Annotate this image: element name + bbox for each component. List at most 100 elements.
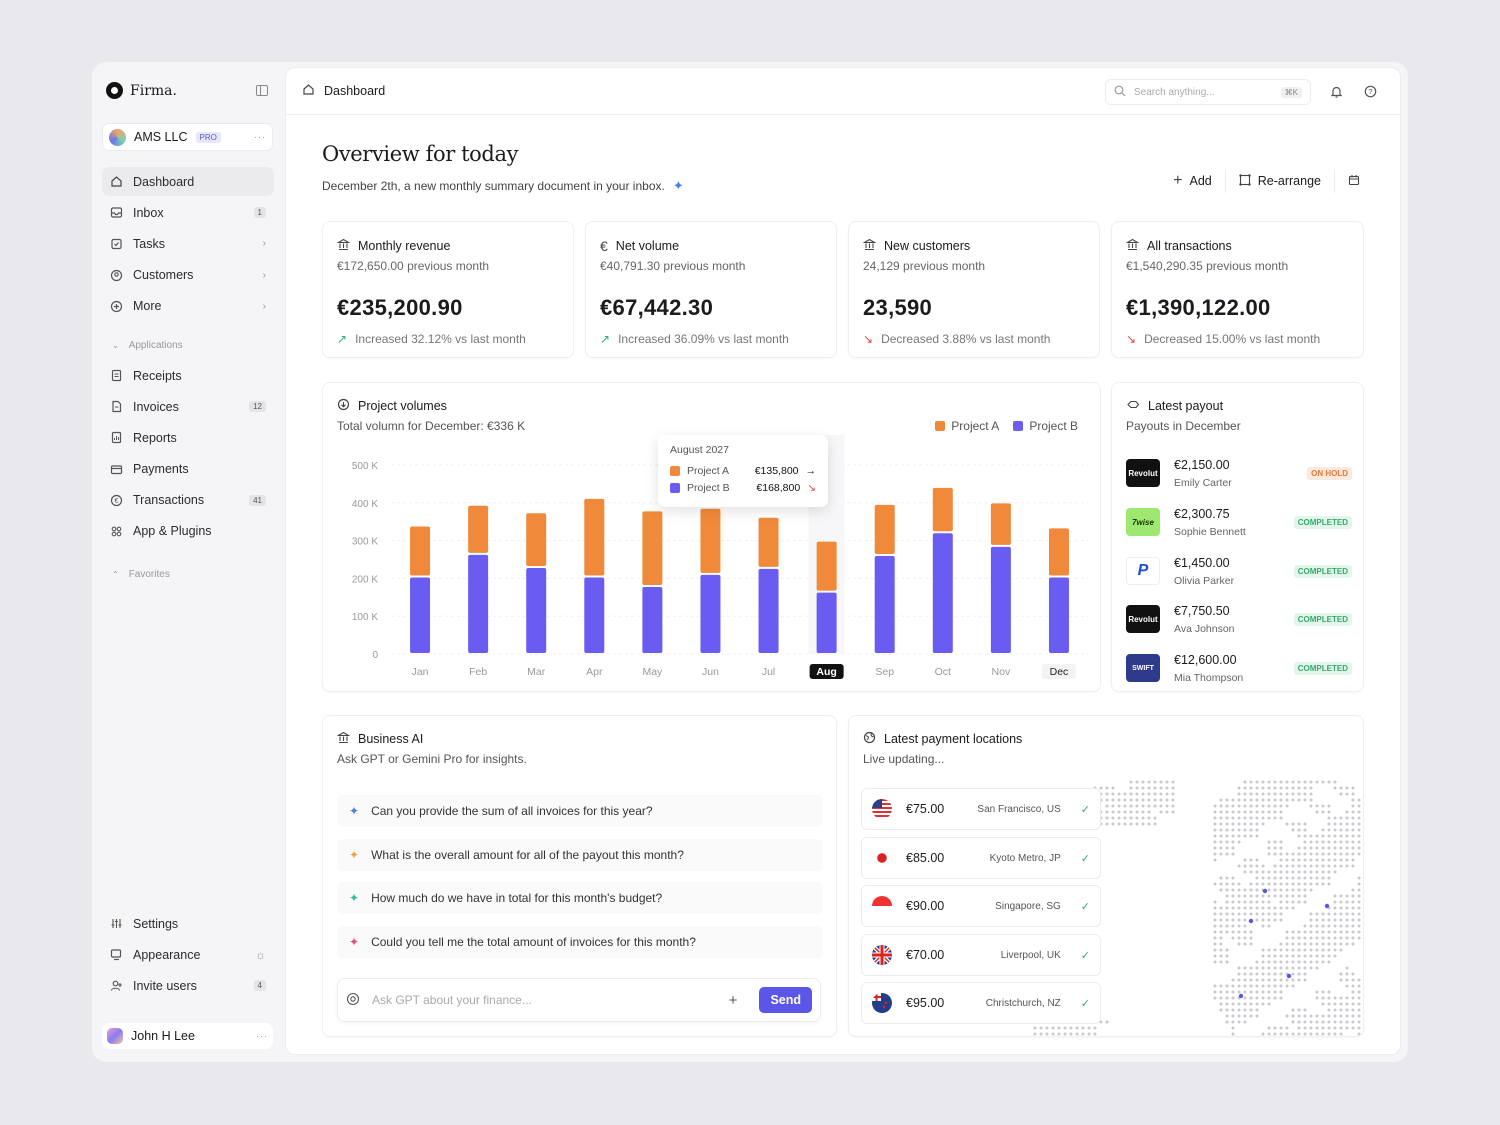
globe-icon <box>863 731 876 747</box>
x-tick-label: Mar <box>527 666 546 678</box>
stat-card-monthly-revenue[interactable]: Monthly revenue €172,650.00 previous mon… <box>322 221 574 358</box>
app-window: Firma. AMS LLC PRO ··· Dashboard Inbox 1… <box>92 62 1408 1062</box>
location-row[interactable]: €90.00 Singapore, SG ✓ <box>861 885 1101 927</box>
sidebar-item-more[interactable]: More › <box>102 292 274 321</box>
appearance-icon <box>110 948 123 961</box>
stat-card-new-customers[interactable]: New customers 24,129 previous month 23,5… <box>848 221 1100 358</box>
business-ai-card: Business AI Ask GPT or Gemini Pro for in… <box>322 715 837 1037</box>
sidebar-toggle-icon[interactable] <box>256 85 268 96</box>
sidebar-item-tasks[interactable]: Tasks › <box>102 229 274 258</box>
org-switcher[interactable]: AMS LLC PRO ··· <box>102 123 273 151</box>
payout-amount: €2,150.00 <box>1174 457 1230 472</box>
search-icon <box>1114 85 1126 100</box>
sidebar-item-invoices[interactable]: Invoices 12 <box>102 392 274 421</box>
payout-name: Ava Johnson <box>1174 622 1235 635</box>
suggested-question[interactable]: ✦ What is the overall amount for all of t… <box>337 839 823 871</box>
project-volumes-card: Project volumes Total volumn for Decembe… <box>322 382 1101 692</box>
chevron-up-icon: ⌃ <box>112 570 119 580</box>
sidebar-item-receipts[interactable]: Receipts <box>102 361 274 390</box>
chevron-right-icon: › <box>262 269 266 281</box>
location-marker <box>1286 973 1292 979</box>
legend-swatch <box>670 483 680 493</box>
grid-icon <box>110 525 123 538</box>
more-icon[interactable]: ··· <box>254 132 266 142</box>
stat-title: Monthly revenue <box>358 239 451 253</box>
stat-card-all-transactions[interactable]: All transactions €1,540,290.35 previous … <box>1111 221 1364 358</box>
main-content: Dashboard Search anything... ⌘K ? Overvi… <box>285 67 1401 1055</box>
invite-icon <box>110 979 123 992</box>
sidebar-item-invite-users[interactable]: Invite users 4 <box>102 971 274 1000</box>
stat-previous: €172,650.00 previous month <box>337 259 490 273</box>
payout-row[interactable]: Revolut €2,150.00 Emily Carter ON HOLD <box>1126 453 1352 493</box>
bank-icon <box>336 731 351 747</box>
location-amount: €75.00 <box>906 802 945 816</box>
location-row[interactable]: €70.00 Liverpool, UK ✓ <box>861 934 1101 976</box>
location-row[interactable]: €75.00 San Francisco, US ✓ <box>861 788 1101 830</box>
swift-logo-icon: SWIFT <box>1126 654 1160 682</box>
x-tick-label: Nov <box>992 666 1011 678</box>
sidebar-item-customers[interactable]: Customers › <box>102 261 274 290</box>
check-icon: ✓ <box>1080 900 1090 913</box>
help-icon[interactable]: ? <box>1364 85 1377 98</box>
card-subtitle: Ask GPT or Gemini Pro for insights. <box>337 752 527 766</box>
sidebar-item-settings[interactable]: Settings <box>102 909 274 938</box>
applications-section-header[interactable]: ⌄ Applications <box>102 334 274 356</box>
suggested-question[interactable]: ✦ Could you tell me the total amount of i… <box>337 926 823 958</box>
us-flag-icon <box>872 799 892 819</box>
send-button[interactable]: Send <box>759 987 812 1013</box>
sidebar-item-app-plugins[interactable]: App & Plugins <box>102 517 274 546</box>
favorites-section-header[interactable]: ⌃ Favorites <box>102 564 274 586</box>
sidebar-item-appearance[interactable]: Appearance ☼ <box>102 940 274 969</box>
volumes-chart: 0 100 K 200 K 300 K 400 K 500 K Jan Feb Mar Apr Ma… <box>352 435 1088 679</box>
stat-change: Decreased 3.88% vs last month <box>881 332 1051 346</box>
sidebar-item-payments[interactable]: Payments <box>102 455 274 484</box>
card-title: Latest payout <box>1148 399 1224 413</box>
payout-row[interactable]: P €1,450.00 Olivia Parker COMPLETED <box>1126 551 1352 591</box>
ask-gpt-input[interactable]: Ask GPT about your finance... + Send <box>337 978 821 1022</box>
logo[interactable]: Firma. <box>106 82 177 99</box>
add-button[interactable]: + Add <box>1160 169 1226 193</box>
bar-project-a <box>468 505 489 553</box>
x-tick-label: Sep <box>875 666 894 678</box>
sidebar-item-reports[interactable]: Reports <box>102 423 274 452</box>
sidebar-item-inbox[interactable]: Inbox 1 <box>102 198 274 227</box>
payout-row[interactable]: Revolut €7,750.50 Ava Johnson COMPLETED <box>1126 599 1352 639</box>
x-tick-label: Aug <box>816 666 836 678</box>
sidebar-item-dashboard[interactable]: Dashboard <box>102 167 274 196</box>
suggested-question[interactable]: ✦ Can you provide the sum of all invoices… <box>337 795 823 827</box>
stat-title: Net volume <box>615 239 680 253</box>
plus-circle-icon <box>110 300 123 313</box>
chart-legend: Project A Project B <box>935 419 1078 433</box>
user-menu[interactable]: John H Lee ··· <box>102 1023 273 1049</box>
nz-flag-icon <box>872 993 892 1013</box>
sidebar-item-label: Inbox <box>133 205 164 220</box>
payout-row[interactable]: SWIFT €12,600.00 Mia Thompson COMPLETED <box>1126 648 1352 688</box>
x-tick-label: May <box>642 666 663 678</box>
legend-swatch <box>670 466 680 476</box>
payout-row[interactable]: 7wise €2,300.75 Sophie Bennett COMPLETED <box>1126 502 1352 542</box>
breadcrumb[interactable]: Dashboard <box>302 83 385 99</box>
revolut-logo-icon: Revolut <box>1126 605 1160 633</box>
location-row[interactable]: €95.00 Christchurch, NZ ✓ <box>861 982 1101 1024</box>
sidebar-item-label: Payments <box>133 462 189 477</box>
bottom-nav: Settings Appearance ☼ Invite users 4 <box>102 909 274 1003</box>
bar-project-b <box>758 568 779 653</box>
suggested-question[interactable]: ✦ How much do we have in total for this m… <box>337 882 823 914</box>
calendar-button[interactable] <box>1335 169 1360 193</box>
location-row[interactable]: €85.00 Kyoto Metro, JP ✓ <box>861 837 1101 879</box>
location-marker <box>1324 903 1330 909</box>
legend-item-project-b[interactable]: Project B <box>1013 419 1078 433</box>
rearrange-button[interactable]: Re-arrange <box>1226 169 1335 193</box>
sun-icon[interactable]: ☼ <box>255 947 266 962</box>
bell-icon[interactable] <box>1330 85 1343 98</box>
bar-project-a <box>758 517 779 567</box>
highlight-label-bg <box>809 664 844 679</box>
page-subtitle: December 2th, a new monthly summary docu… <box>322 178 684 194</box>
location-city: Singapore, SG <box>995 900 1061 912</box>
more-icon[interactable]: ··· <box>256 1031 268 1041</box>
stat-card-net-volume[interactable]: € Net volume €40,791.30 previous month €6… <box>585 221 837 358</box>
search-input[interactable]: Search anything... ⌘K <box>1105 79 1311 105</box>
sidebar-item-transactions[interactable]: € Transactions 41 <box>102 486 274 515</box>
plus-icon[interactable]: + <box>728 991 738 1009</box>
legend-item-project-a[interactable]: Project A <box>935 419 999 433</box>
